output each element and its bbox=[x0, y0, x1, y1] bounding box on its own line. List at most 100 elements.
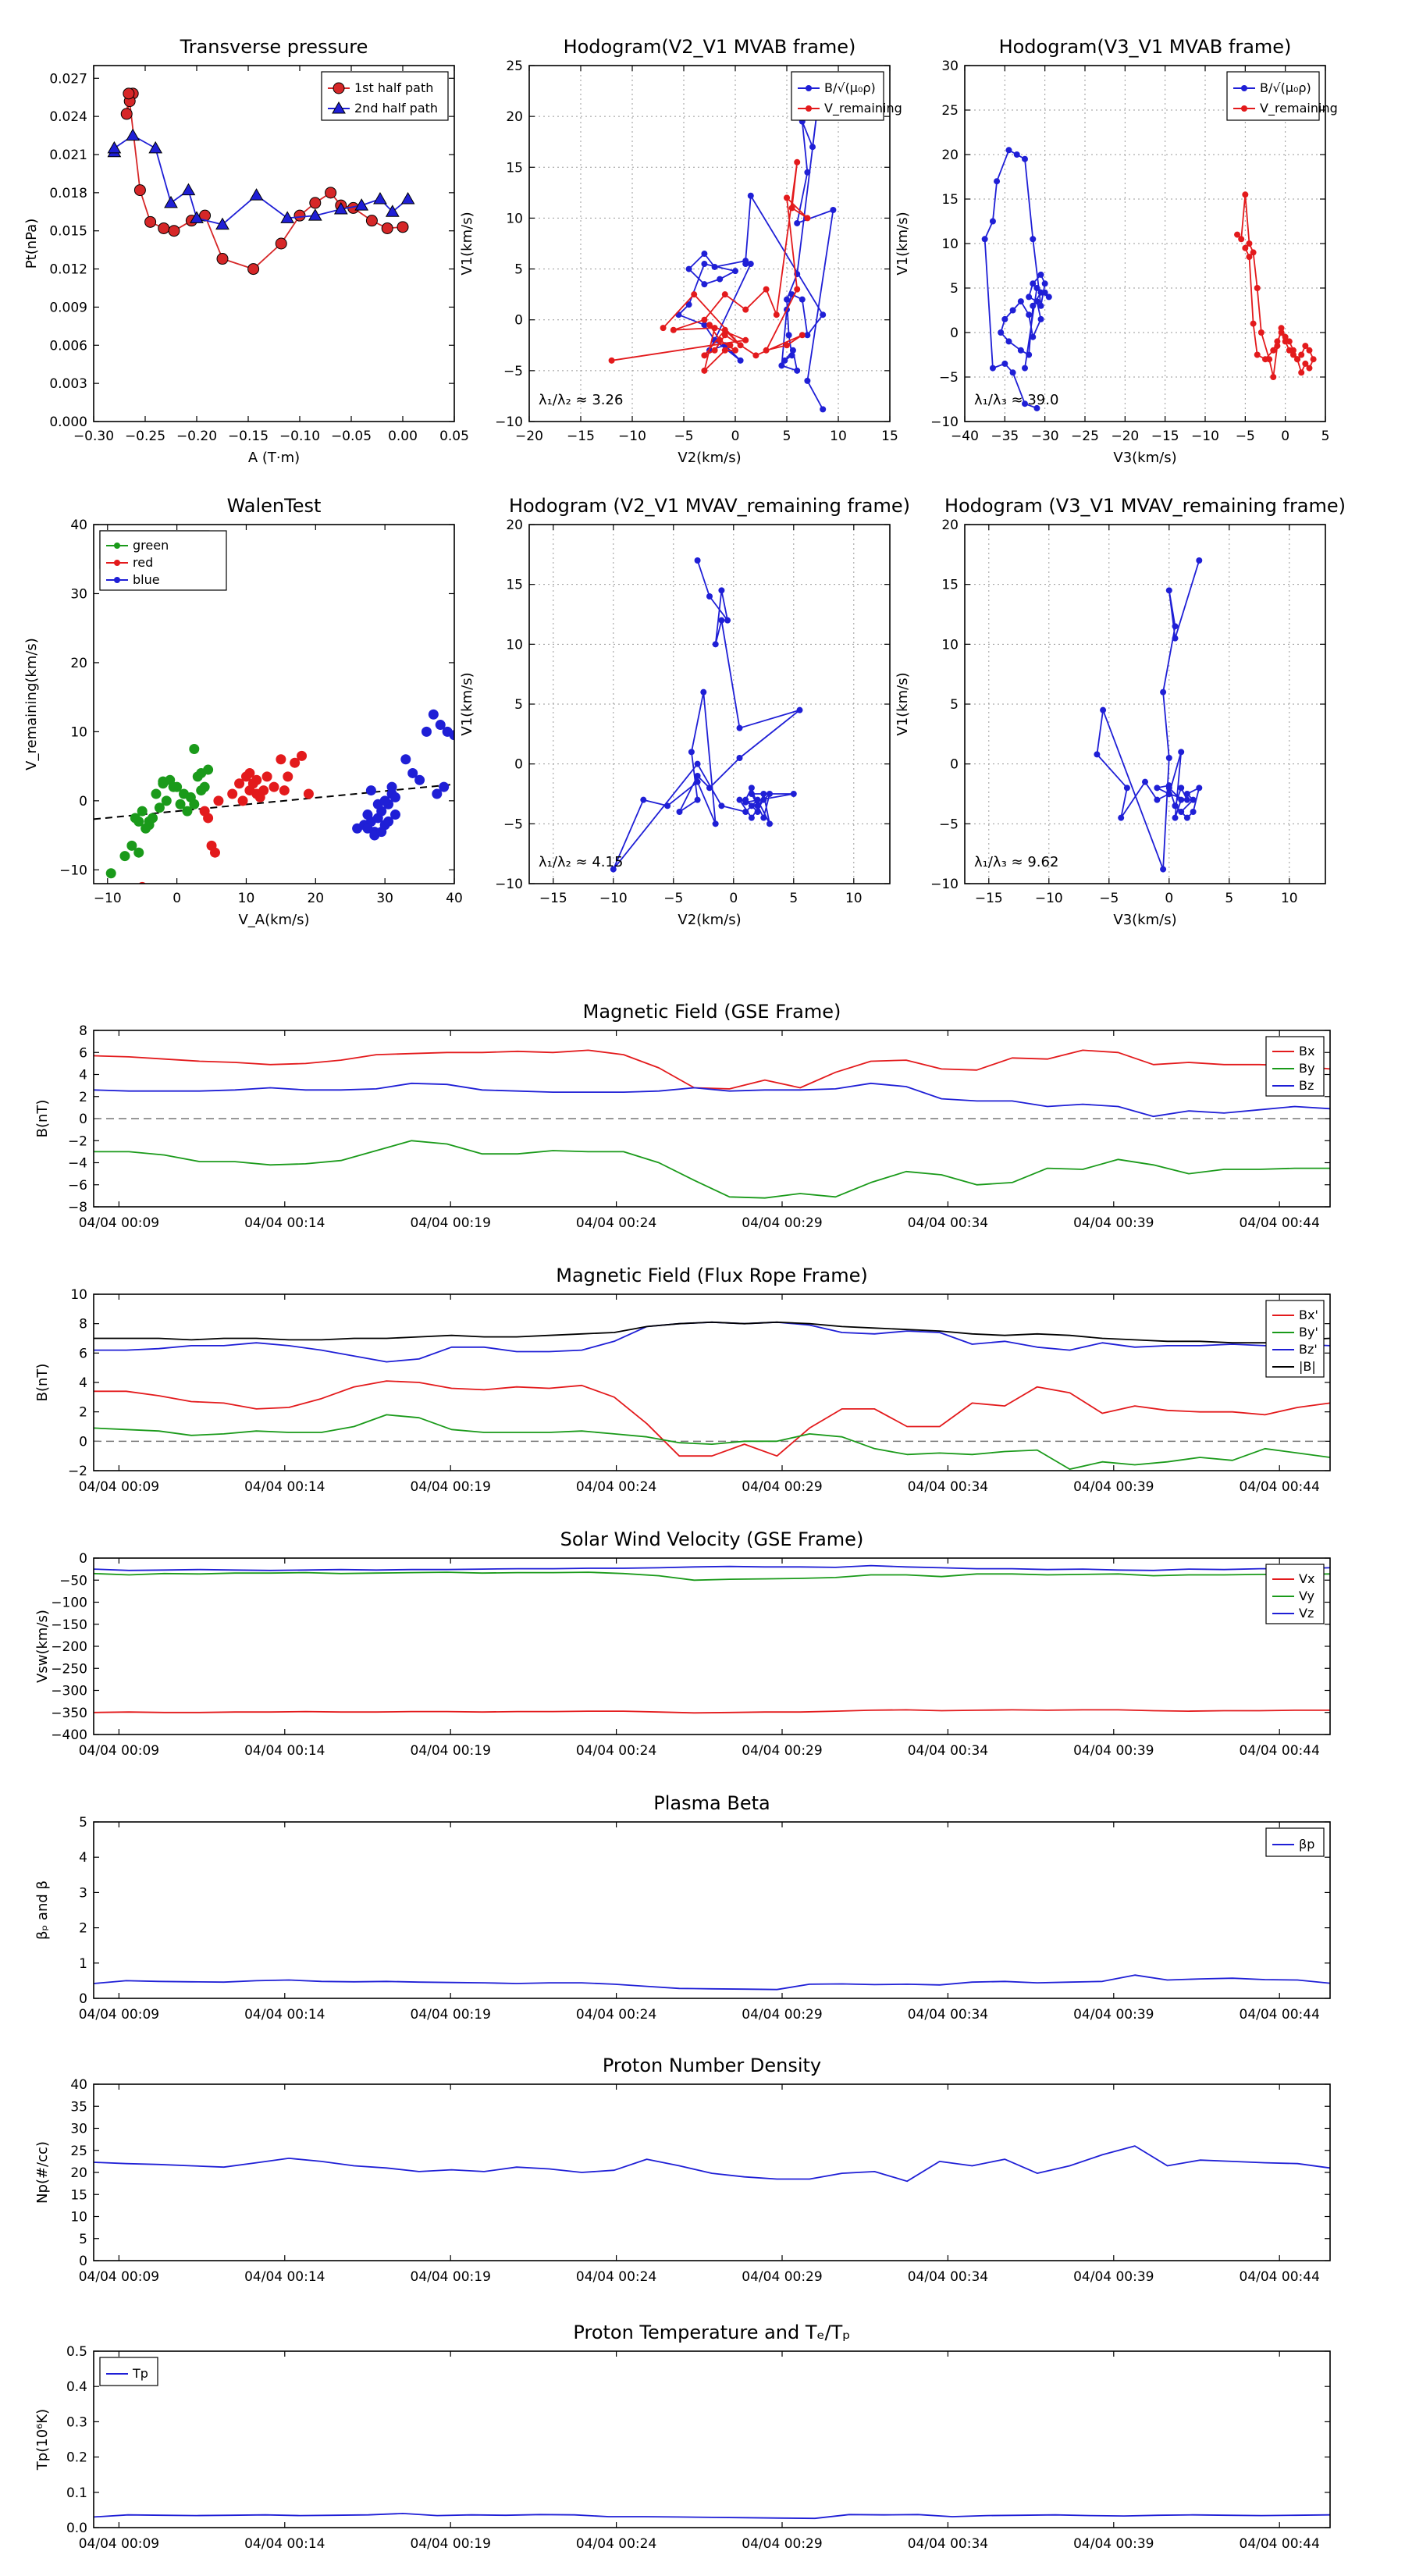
x-tick-label: 30 bbox=[376, 891, 393, 906]
data-point bbox=[261, 771, 272, 782]
legend-label: βp bbox=[1299, 1837, 1314, 1852]
data-point bbox=[181, 183, 196, 196]
x-tick-label: 04/04 00:09 bbox=[79, 2536, 159, 2552]
legend: βp bbox=[1265, 1827, 1325, 1857]
data-point bbox=[290, 757, 301, 768]
x-tick-label: 04/04 00:14 bbox=[244, 2536, 325, 2552]
data-point bbox=[732, 268, 738, 275]
data-point bbox=[1278, 325, 1285, 332]
y-tick-label: 0 bbox=[79, 1991, 87, 2007]
data-point bbox=[119, 851, 130, 862]
data-point bbox=[376, 827, 387, 838]
data-point bbox=[123, 87, 135, 100]
y-tick-label: 8 bbox=[79, 1023, 87, 1039]
axes-frame bbox=[93, 2083, 1331, 2261]
y-tick-label: 0.012 bbox=[49, 262, 87, 278]
data-point bbox=[1172, 814, 1179, 821]
y-tick-label: 20 bbox=[941, 148, 959, 163]
legend: Vx Vy Vz bbox=[1265, 1564, 1325, 1624]
x-tick-label: 0 bbox=[729, 891, 738, 906]
x-tick-label: 04/04 00:39 bbox=[1073, 1479, 1154, 1495]
y-tick-label: 6 bbox=[79, 1045, 87, 1061]
data-point bbox=[701, 261, 708, 268]
y-tick-label: 0.006 bbox=[49, 338, 87, 354]
series-line-βp bbox=[94, 1974, 1330, 1991]
legend-marker bbox=[114, 560, 120, 566]
data-point bbox=[385, 205, 400, 217]
x-tick-label: −15 bbox=[539, 891, 567, 906]
data-point bbox=[1282, 338, 1289, 345]
data-point bbox=[724, 617, 731, 624]
y-tick-label: 0.5 bbox=[66, 2344, 87, 2360]
plot-area bbox=[94, 1974, 1330, 1991]
legend-label: V_remaining bbox=[1260, 101, 1338, 116]
x-tick-label: −20 bbox=[1111, 429, 1139, 444]
data-point bbox=[144, 215, 157, 228]
legend-label: By' bbox=[1299, 1325, 1318, 1340]
data-point bbox=[1160, 866, 1167, 873]
y-tick-label: 10 bbox=[70, 724, 87, 740]
data-point bbox=[1262, 356, 1268, 363]
data-point bbox=[711, 263, 718, 270]
x-axis-label: V_A(km/s) bbox=[238, 912, 309, 928]
data-point bbox=[244, 785, 255, 796]
data-point bbox=[830, 207, 837, 214]
data-point bbox=[1183, 796, 1190, 803]
y-tick-label: −5 bbox=[503, 364, 523, 379]
data-point bbox=[1041, 280, 1048, 287]
y-axis-label: V1(km/s) bbox=[895, 212, 911, 275]
y-axis-label: V1(km/s) bbox=[895, 672, 911, 735]
data-point bbox=[1257, 329, 1264, 336]
data-point bbox=[381, 222, 393, 234]
legend-label: green bbox=[133, 538, 169, 553]
data-point bbox=[1041, 289, 1048, 296]
data-point bbox=[279, 785, 290, 796]
y-tick-label: −10 bbox=[930, 415, 959, 430]
data-point bbox=[1242, 244, 1249, 251]
y-tick-label: 20 bbox=[506, 518, 523, 533]
x-tick-label: 0.00 bbox=[388, 429, 418, 444]
y-tick-label: −400 bbox=[51, 1727, 87, 1743]
x-tick-label: 10 bbox=[845, 891, 863, 906]
data-point bbox=[781, 357, 788, 364]
y-tick-label: 2 bbox=[79, 1921, 87, 1937]
data-point bbox=[383, 816, 394, 827]
y-tick-label: 0 bbox=[514, 757, 523, 773]
x-tick-label: −15 bbox=[975, 891, 1003, 906]
y-tick-label: 10 bbox=[941, 237, 959, 252]
y-tick-label: −200 bbox=[51, 1639, 87, 1655]
x-tick-label: 04/04 00:19 bbox=[411, 1215, 491, 1231]
x-tick-label: 04/04 00:29 bbox=[742, 1743, 822, 1759]
chart-proton-temperature: Proton Temperature and Tₑ/Tₚ 0.0 0.1 0.2 0.3… bbox=[34, 2322, 1331, 2552]
data-point bbox=[168, 781, 179, 792]
y-axis-label: βₚ and β bbox=[34, 1880, 51, 1940]
x-tick-label: 04/04 00:24 bbox=[576, 1743, 656, 1759]
series-line-Np bbox=[94, 2145, 1330, 2183]
legend-marker bbox=[114, 577, 120, 583]
series-line-Bz' bbox=[94, 1321, 1330, 1363]
data-point bbox=[293, 209, 306, 222]
axes-frame bbox=[93, 1557, 1331, 1735]
legend: 1st half path 2nd half path bbox=[321, 71, 449, 121]
data-point bbox=[379, 795, 390, 806]
data-point bbox=[1165, 587, 1172, 594]
legend: Bx By Bz bbox=[1265, 1036, 1325, 1097]
x-tick-label: −35 bbox=[991, 429, 1019, 444]
data-point bbox=[148, 141, 163, 154]
legend-label: B/√(μ₀ρ) bbox=[1260, 80, 1311, 95]
data-point bbox=[694, 773, 701, 779]
y-tick-label: −10 bbox=[930, 877, 959, 892]
y-tick-label: −50 bbox=[59, 1573, 87, 1589]
y-tick-label: −2 bbox=[68, 1464, 87, 1479]
data-point bbox=[144, 816, 155, 827]
data-point bbox=[712, 820, 719, 827]
plot-area bbox=[981, 147, 1317, 411]
y-axis-label: Vsw(km/s) bbox=[34, 1610, 51, 1683]
data-point bbox=[1250, 249, 1257, 256]
x-tick-label: −0.20 bbox=[176, 429, 217, 444]
data-point bbox=[721, 347, 728, 354]
legend-label: Vx bbox=[1299, 1571, 1314, 1586]
y-tick-label: −10 bbox=[59, 863, 87, 878]
data-point bbox=[126, 840, 137, 851]
y-tick-label: 0 bbox=[950, 326, 959, 341]
